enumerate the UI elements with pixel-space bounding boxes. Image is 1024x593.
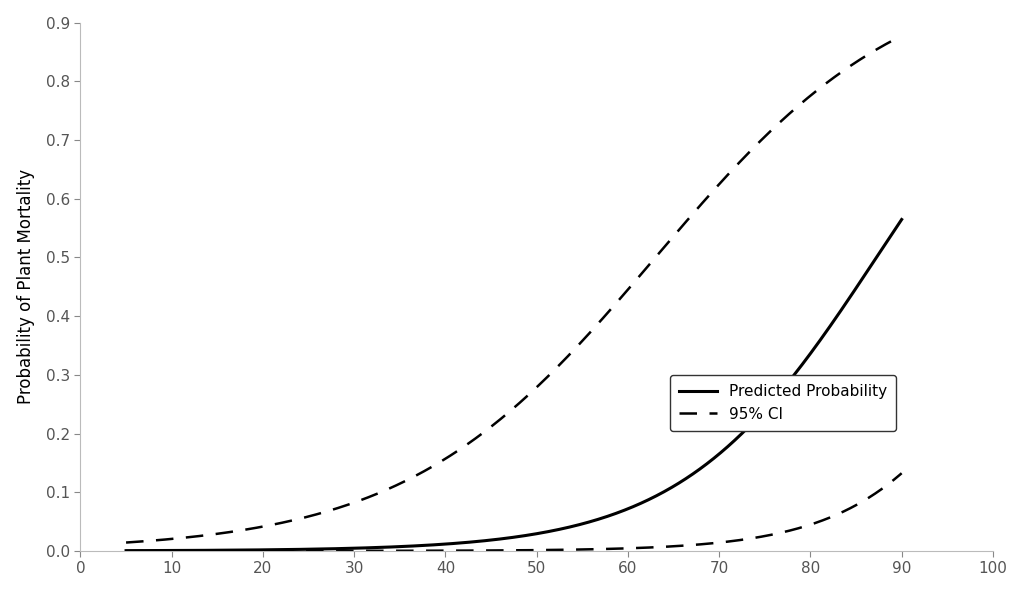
Y-axis label: Probability of Plant Mortality: Probability of Plant Mortality xyxy=(16,169,35,404)
Legend: Predicted Probability, 95% CI: Predicted Probability, 95% CI xyxy=(670,375,896,431)
